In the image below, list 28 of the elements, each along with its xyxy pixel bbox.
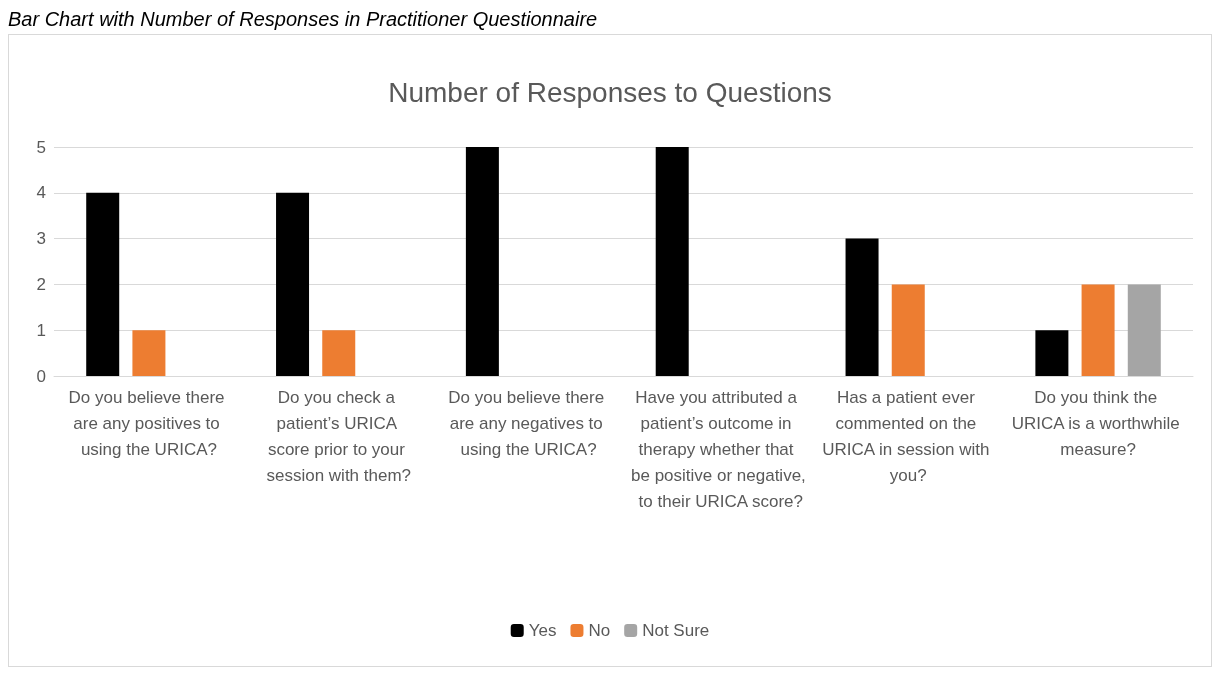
x-tick-label: Do you think the URICA is a worthwhile measure?: [1011, 387, 1185, 459]
bar: [655, 147, 689, 376]
legend-label: Yes: [528, 621, 557, 640]
y-tick-label: 5: [36, 137, 46, 157]
y-tick-label: 2: [36, 274, 46, 294]
chart-title: Number of Responses to Questions: [388, 76, 832, 108]
y-tick-label: 1: [36, 320, 46, 340]
bar: [322, 330, 356, 376]
x-tick-label: Has a patient ever commented on the URICA in session with you?: [822, 387, 995, 485]
legend-label: No: [588, 621, 611, 640]
x-tick-label: Do you believe there are any negatives to using the URICA?: [448, 387, 609, 459]
bar: [132, 330, 166, 376]
bar: [845, 238, 879, 376]
y-tick-label: 3: [36, 229, 46, 249]
bar: [86, 192, 120, 376]
y-tick-label: 0: [36, 366, 46, 386]
bar: [891, 284, 925, 376]
x-tick-label: Have you attributed a patient’s outcome in therapy whether that be positive or negative, to their URICA score?: [630, 387, 806, 511]
bar: [276, 192, 310, 376]
bar: [1035, 330, 1069, 376]
x-tick-label: Do you believe there are any positives to using the URICA?: [68, 387, 230, 459]
legend-label: Not Sure: [642, 621, 710, 640]
bar: [1127, 284, 1161, 376]
bar: [1081, 284, 1115, 376]
x-tick-label: Do you check a patient’s URICA score prior to your session with them?: [266, 387, 412, 485]
y-tick-label: 4: [36, 183, 46, 203]
bar: [465, 147, 499, 376]
text: Bar Chart with Number of Responses in Practitioner Questionnaire: [8, 8, 598, 31]
